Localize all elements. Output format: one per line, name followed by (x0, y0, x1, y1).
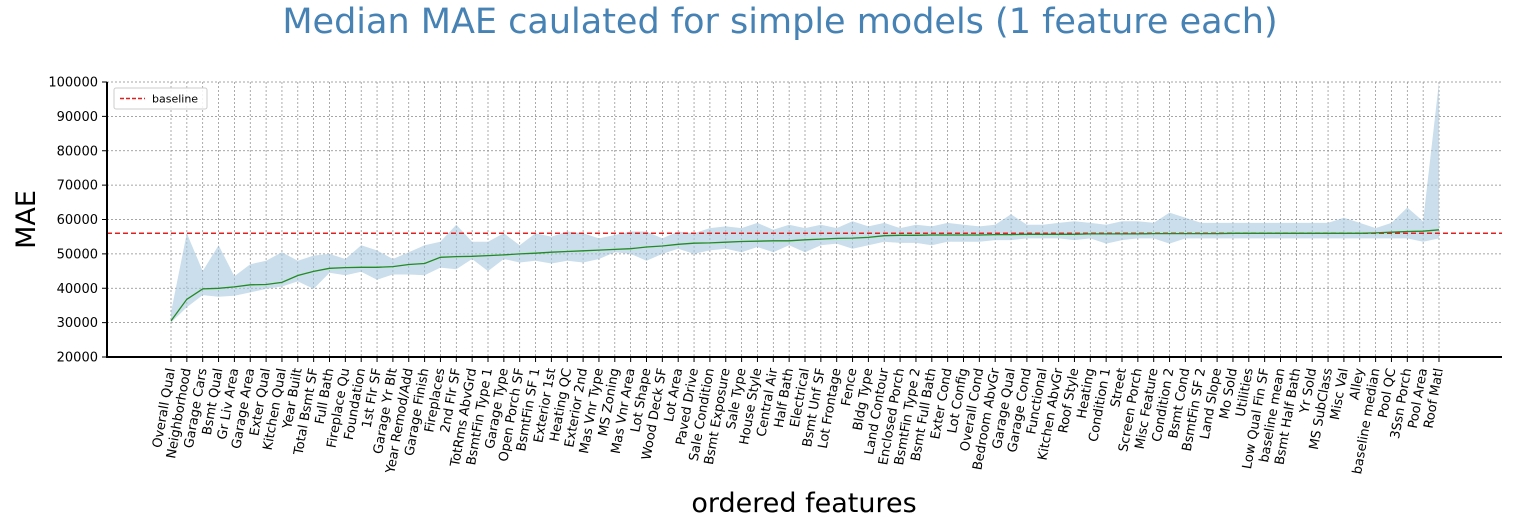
y-tick-label: 90000 (57, 110, 98, 125)
x-tick-label: Street (1108, 367, 1130, 409)
legend-label-baseline: baseline (152, 93, 198, 106)
x-axis-label: ordered features (691, 488, 916, 519)
y-tick-label: 40000 (57, 282, 98, 297)
y-tick-label: 30000 (57, 316, 98, 331)
chart-title: Median MAE caulated for simple models (1… (282, 2, 1278, 42)
error-band (171, 82, 1439, 323)
legend: baseline (113, 87, 208, 110)
y-tick-label: 100000 (48, 76, 98, 91)
grid-layer (107, 81, 1502, 358)
y-tick-label: 20000 (57, 351, 98, 366)
axes-layer (106, 82, 1502, 358)
y-tick-label: 70000 (57, 179, 98, 194)
y-tick-label: 50000 (57, 247, 98, 262)
y-tick-label: 60000 (57, 213, 98, 228)
band-layer (171, 82, 1439, 323)
y-tick-labels: 20000 30000 40000 50000 60000 70000 80000 90000… (48, 76, 107, 366)
x-tick-label: Fence (839, 367, 860, 407)
median-mae-line (170, 229, 1440, 322)
y-axis-label: MAE (11, 190, 42, 249)
x-tick-label: Alley (1347, 367, 1367, 401)
line-layer (107, 229, 1502, 322)
y-tick-label: 80000 (57, 144, 98, 159)
legend-box (113, 87, 208, 110)
